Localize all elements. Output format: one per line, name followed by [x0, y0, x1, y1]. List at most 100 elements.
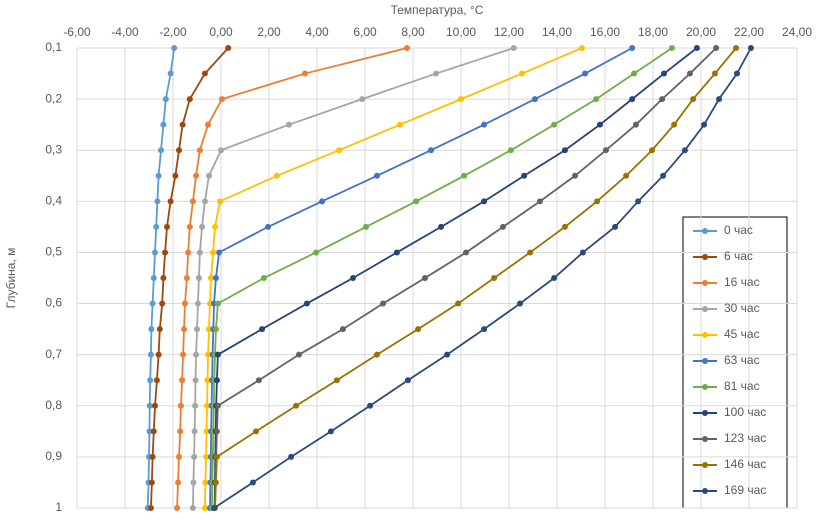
x-tick-label: 8,00: [401, 25, 425, 39]
y-tick-label: 0,4: [45, 194, 62, 208]
y-tick-label: 0,2: [45, 91, 62, 105]
x-tick-label: 12,00: [494, 25, 524, 39]
x-tick-label: 6,00: [353, 25, 377, 39]
data-point: [167, 198, 174, 205]
data-point: [413, 198, 420, 205]
data-point: [288, 453, 295, 460]
data-point: [517, 300, 524, 307]
data-point: [660, 172, 667, 179]
data-point: [404, 45, 410, 51]
data-point: [186, 96, 193, 103]
data-point: [189, 198, 196, 205]
legend-label: 123 час: [724, 431, 766, 445]
data-point: [182, 300, 188, 307]
data-point: [481, 326, 488, 333]
data-point: [593, 96, 600, 103]
y-tick-label: 0,8: [45, 398, 62, 412]
data-point: [203, 453, 210, 460]
legend-label: 63 час: [724, 353, 760, 367]
data-point: [612, 223, 619, 230]
data-point: [444, 351, 451, 358]
x-tick-label: 14,00: [542, 25, 572, 39]
data-point: [185, 249, 192, 256]
data-point: [249, 479, 256, 486]
data-point: [293, 402, 300, 409]
legend-label: 6 час: [724, 249, 753, 263]
data-point: [194, 300, 201, 307]
data-point: [172, 172, 179, 179]
legend-label: 30 час: [724, 301, 760, 315]
data-point: [146, 402, 153, 409]
data-point: [578, 45, 585, 51]
data-point: [713, 45, 720, 51]
data-point: [561, 223, 568, 230]
data-point: [152, 402, 158, 409]
legend-marker: [702, 228, 708, 234]
data-point: [214, 351, 221, 358]
y-tick-label: 0,9: [45, 449, 62, 463]
y-tick-label: 0,5: [45, 245, 62, 259]
data-point: [194, 326, 200, 333]
data-point: [668, 45, 675, 51]
data-point: [205, 351, 212, 358]
data-point: [319, 198, 326, 205]
data-point: [631, 70, 638, 77]
legend-marker: [702, 306, 708, 312]
data-point: [339, 326, 346, 333]
data-point: [147, 377, 154, 384]
data-point: [191, 453, 198, 460]
data-point: [594, 198, 601, 205]
data-point: [148, 326, 155, 333]
data-point: [204, 402, 211, 409]
legend-marker: [702, 254, 708, 260]
data-point: [303, 300, 310, 307]
data-point: [175, 479, 182, 486]
data-point: [397, 121, 404, 128]
data-point: [201, 505, 208, 511]
data-point: [481, 121, 488, 128]
legend-label: 16 час: [724, 275, 760, 289]
x-tick-label: 4,00: [305, 25, 329, 39]
data-point: [463, 249, 470, 256]
data-point: [265, 223, 272, 230]
legend-marker: [702, 280, 708, 286]
data-point: [518, 70, 525, 77]
data-point: [192, 402, 199, 409]
data-point: [393, 249, 400, 256]
data-point: [572, 172, 578, 179]
data-point: [733, 45, 740, 51]
legend-label: 0 час: [724, 223, 753, 237]
data-point: [199, 223, 206, 230]
data-point: [422, 275, 428, 281]
x-tick-label: 16,00: [590, 25, 620, 39]
legend-label: 146 час: [724, 457, 766, 471]
data-point: [716, 96, 722, 103]
data-point: [153, 223, 160, 230]
data-point: [579, 249, 586, 256]
data-point: [500, 223, 506, 230]
data-point: [162, 96, 169, 103]
data-point: [196, 249, 203, 256]
data-point: [180, 351, 187, 358]
data-point: [203, 428, 210, 435]
data-point: [205, 121, 212, 128]
data-point: [635, 198, 642, 205]
data-point: [747, 45, 754, 51]
series-line: [210, 47, 673, 509]
data-point: [481, 198, 488, 205]
data-point: [160, 275, 167, 281]
data-point: [164, 223, 170, 230]
data-point: [531, 96, 538, 103]
data-point: [201, 198, 208, 205]
data-point: [428, 147, 434, 154]
data-point: [671, 121, 678, 128]
x-tick-label: 24,00: [782, 25, 812, 39]
data-point: [296, 351, 302, 358]
data-point: [153, 377, 160, 384]
legend-marker: [702, 332, 708, 338]
data-point: [415, 326, 422, 333]
data-point: [191, 428, 198, 435]
y-axis-label: Глубина, м: [4, 248, 18, 309]
data-point: [212, 326, 219, 333]
